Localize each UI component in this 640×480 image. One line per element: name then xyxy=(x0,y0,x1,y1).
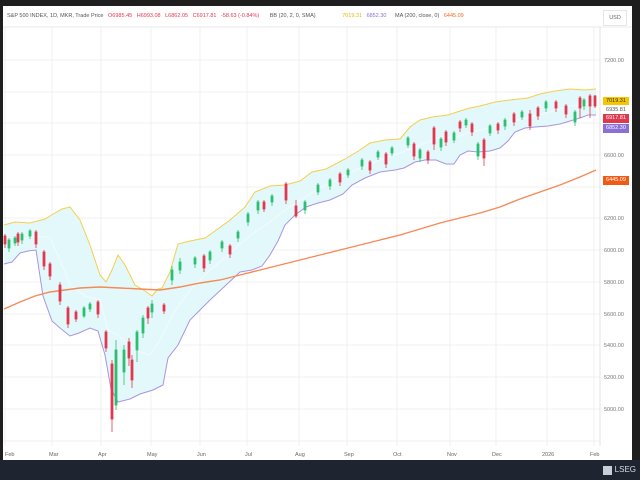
svg-text:Oct: Oct xyxy=(393,452,402,458)
price-label-high: 6935.81 xyxy=(606,107,626,113)
svg-text:May: May xyxy=(147,452,158,458)
moving-average-line xyxy=(3,169,597,310)
low-value: L6862.05 xyxy=(165,13,189,19)
candlesticks xyxy=(3,94,597,432)
svg-text:5000.00: 5000.00 xyxy=(604,407,624,413)
bb-upper-value: 7019.31 xyxy=(342,13,363,19)
close-value: C6917.81 xyxy=(192,13,217,19)
svg-text:5400.00: 5400.00 xyxy=(604,343,624,349)
brand: LSEG xyxy=(602,463,636,477)
svg-text:Nov: Nov xyxy=(447,452,457,458)
svg-text:Aug: Aug xyxy=(295,452,305,458)
lseg-logo-icon xyxy=(602,465,612,475)
svg-text:Mar: Mar xyxy=(49,452,59,458)
x-axis: Feb Mar Apr May Jun Jul Aug Sep Oct Nov … xyxy=(5,452,599,458)
svg-text:2026: 2026 xyxy=(542,452,554,458)
chart-legend: S&P 500 INDEX, 1D, MKR, Trade Price O698… xyxy=(7,10,467,22)
open-value: O6985.45 xyxy=(108,13,133,19)
bollinger-middle-line xyxy=(3,102,597,356)
footer-bar: LSEG xyxy=(0,460,640,480)
bollinger-lower-line xyxy=(3,114,596,403)
price-label-ma: 6445.09 xyxy=(603,176,629,185)
ma-label[interactable]: MA (200, close, 0) xyxy=(394,13,440,19)
svg-text:Dec: Dec xyxy=(492,452,502,458)
window-edge xyxy=(632,0,640,460)
price-chart[interactable]: 7200.00 6600.00 6200.00 6000.00 5800.00 … xyxy=(3,6,633,460)
svg-text:Feb: Feb xyxy=(5,452,14,458)
currency-button[interactable]: USD xyxy=(603,10,627,26)
svg-text:5200.00: 5200.00 xyxy=(604,375,624,381)
svg-text:Sep: Sep xyxy=(344,452,354,458)
price-label-close: 6917.81 xyxy=(603,114,629,123)
bollinger-band-fill xyxy=(4,89,596,402)
price-label-bb-upper: 7019.31 xyxy=(603,97,629,105)
svg-text:Jun: Jun xyxy=(197,452,206,458)
chart-frame: 7200.00 6600.00 6200.00 6000.00 5800.00 … xyxy=(3,6,633,460)
bb-lower-value: 6852.30 xyxy=(366,13,387,19)
svg-text:7200.00: 7200.00 xyxy=(604,58,624,64)
svg-text:5800.00: 5800.00 xyxy=(604,280,624,286)
svg-text:Jul: Jul xyxy=(245,452,252,458)
high-value: H6993.08 xyxy=(136,13,161,19)
svg-text:6600.00: 6600.00 xyxy=(604,153,624,159)
change-value: -58.63 (-0.84%) xyxy=(221,13,260,19)
svg-text:Apr: Apr xyxy=(98,452,107,458)
svg-text:Feb: Feb xyxy=(590,452,599,458)
grid-lines xyxy=(3,26,633,446)
bollinger-upper-line xyxy=(3,88,597,297)
ma-value: 6445.09 xyxy=(443,13,464,19)
y-axis: 7200.00 6600.00 6200.00 6000.00 5800.00 … xyxy=(604,58,624,413)
instrument-label: S&P 500 INDEX, 1D, MKR, Trade Price xyxy=(7,13,104,19)
svg-text:5600.00: 5600.00 xyxy=(604,312,624,318)
svg-text:6000.00: 6000.00 xyxy=(604,248,624,254)
svg-text:6200.00: 6200.00 xyxy=(604,216,624,222)
price-label-bb-lower: 6852.30 xyxy=(603,124,629,133)
brand-label: LSEG xyxy=(614,465,636,474)
bb-label[interactable]: BB (20, 2, 0, SMA) xyxy=(269,13,316,19)
